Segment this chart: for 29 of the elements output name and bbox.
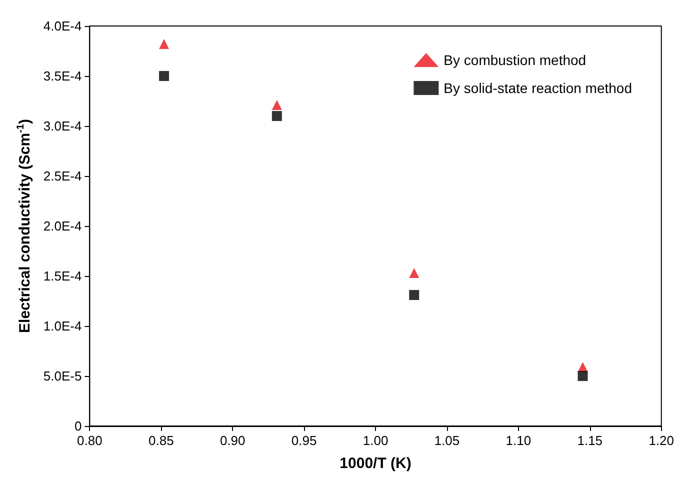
legend-label: By combustion method (444, 52, 586, 68)
x-tick-label: 1.00 (362, 433, 388, 448)
y-tick-label: 1.0E-4 (43, 318, 82, 334)
y-tick-label: 4.0E-4 (43, 18, 82, 34)
point (272, 111, 282, 121)
point (159, 39, 170, 49)
x-tick-label: 1.05 (434, 433, 460, 448)
point (578, 371, 588, 381)
y-tick-label: 3.5E-4 (43, 68, 82, 84)
y-tick-label: 0 (74, 418, 82, 434)
x-tick-label: 1.15 (577, 433, 603, 448)
point (272, 100, 282, 110)
legend-label: By solid-state reaction method (444, 80, 632, 96)
y-tick-label: 1.5E-4 (43, 268, 82, 284)
y-tick-label: 2.0E-4 (43, 218, 82, 234)
x-tick-label: 1.20 (648, 433, 674, 448)
x-tick-label: 0.80 (77, 433, 102, 448)
point (159, 71, 170, 81)
y-axis-title: Electrical conductivity (Scm-1) (16, 119, 34, 333)
x-tick-label: 0.85 (148, 433, 174, 448)
x-tick-label: 1.10 (506, 433, 532, 448)
y-tick-label: 2.5E-4 (43, 168, 82, 184)
point (409, 268, 420, 278)
x-axis-title: 1000/T (K) (340, 455, 412, 472)
y-tick-label: 3.0E-4 (43, 118, 82, 134)
x-tick-label: 0.95 (291, 433, 317, 448)
x-tick-label: 0.90 (220, 433, 246, 448)
point (409, 290, 420, 300)
y-tick-label: 5.0E-5 (43, 368, 82, 384)
